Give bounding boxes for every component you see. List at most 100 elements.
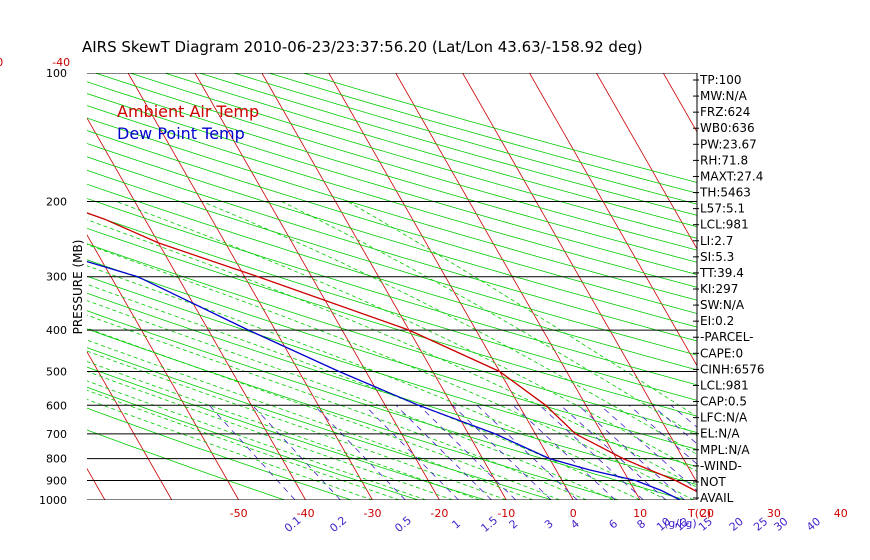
dry-adiabat	[87, 259, 697, 450]
mixing-ratio-label: 40	[804, 515, 823, 534]
mixing-ratio-label: 3	[542, 517, 556, 531]
stat-line: LCL:981	[700, 218, 749, 232]
dry-adiabat	[87, 366, 486, 500]
stat-line: -PARCEL-	[700, 330, 754, 344]
stat-line: EI:0.2	[700, 314, 734, 328]
stat-line: L57:5.1	[700, 202, 745, 216]
dry-adiabat	[87, 292, 697, 485]
mixing-ratio-line	[577, 404, 685, 500]
dry-adiabat	[87, 130, 697, 314]
mixing-ratio-unit: (g/kg)	[664, 517, 697, 530]
isotherm-line	[529, 73, 697, 367]
stat-line: CAPE:0	[700, 346, 743, 360]
bottom-temp-tick-label: -50	[230, 507, 248, 520]
pressure-tick-label: 300	[46, 271, 67, 284]
dry-adiabat	[87, 243, 697, 433]
bottom-temp-tick-label: -30	[364, 507, 382, 520]
dry-adiabat	[87, 93, 697, 276]
bottom-temp-tick-label: 10	[633, 507, 647, 520]
bottom-temp-tick-label: -10	[497, 507, 515, 520]
stat-line: AVAIL	[700, 491, 734, 505]
dry-adiabat	[87, 310, 687, 500]
dry-adiabat	[87, 156, 697, 342]
stat-line: NOT	[700, 475, 726, 489]
pressure-tick-label: 500	[46, 365, 67, 378]
top-temp-tick-label: -40	[52, 56, 70, 69]
pressure-tick-label: 100	[46, 67, 67, 80]
pressure-tick-label: 400	[46, 324, 67, 337]
moist-adiabat	[116, 201, 697, 472]
chart-title: AIRS SkewT Diagram 2010-06-23/23:37:56.2…	[82, 38, 643, 56]
stat-line: RH:71.8	[700, 153, 748, 167]
dry-adiabat	[87, 183, 697, 371]
pressure-tick-label: 900	[46, 474, 67, 487]
isotherm-line	[596, 73, 697, 250]
background-grid	[0, 73, 697, 500]
pressure-tick-label: 200	[46, 196, 67, 209]
mixing-ratio-line	[670, 404, 697, 428]
mixing-ratio-line	[208, 405, 296, 500]
bottom-temp-tick-label: -20	[430, 507, 448, 520]
stat-line: MPL:N/A	[700, 443, 750, 457]
mixing-ratio-label: 4	[568, 517, 582, 531]
pressure-tick-label: 600	[46, 399, 67, 412]
legend-dew-point-temp: Dew Point Temp	[117, 124, 245, 143]
mixing-ratio-label: 6	[606, 517, 620, 531]
dry-adiabat	[199, 73, 697, 216]
isotherm-line	[87, 351, 173, 500]
pressure-tick-label: 1000	[39, 494, 67, 507]
mixing-ratio-line	[452, 404, 552, 500]
moist-adiabat	[87, 244, 694, 500]
bottom-temp-tick-label: 30	[767, 507, 781, 520]
mixing-ratio-line	[395, 404, 492, 500]
stat-line: WB0:636	[700, 121, 755, 135]
mixing-ratio-line	[418, 404, 517, 500]
stat-line: TH:5463	[699, 186, 751, 200]
isotherm-line	[127, 73, 373, 500]
isotherm-line	[0, 73, 38, 500]
temperature-axis-unit: T(C)	[687, 507, 711, 520]
mixing-ratio-line	[651, 404, 697, 445]
pressure-tick-label: 800	[46, 453, 67, 466]
moist-adiabat	[347, 201, 697, 418]
isotherm-line	[462, 73, 697, 484]
dry-adiabat	[87, 275, 697, 468]
mixing-ratio-line	[539, 404, 644, 500]
dry-adiabat	[95, 73, 697, 251]
stat-line: TP:100	[699, 73, 742, 87]
dry-adiabat	[87, 143, 697, 328]
dry-adiabat	[87, 407, 352, 500]
isotherm-line	[328, 73, 574, 500]
bottom-temp-tick-label: 20	[700, 507, 714, 520]
dry-adiabat	[233, 73, 697, 205]
mixing-ratio-line	[599, 404, 697, 492]
dry-adiabat	[303, 73, 697, 183]
mixing-ratio-line	[476, 404, 578, 500]
moist-adiabat	[87, 361, 480, 500]
moist-adiabat	[87, 327, 560, 500]
stat-line: LI:2.7	[700, 234, 733, 248]
mixing-ratio-line	[313, 404, 406, 500]
mixing-ratio-label: 0.5	[392, 514, 414, 535]
dry-adiabat	[87, 212, 697, 401]
stat-line: LCL:981	[700, 378, 749, 392]
stat-line: MAXT:27.4	[700, 169, 763, 183]
stat-line: TT:39.4	[699, 266, 744, 280]
dry-adiabat	[87, 386, 419, 500]
bottom-temp-tick-label: -40	[297, 507, 315, 520]
mixing-ratio-label: 0.2	[327, 514, 349, 535]
isotherm-line	[261, 73, 507, 500]
isotherm-line	[395, 73, 641, 500]
dry-adiabat	[87, 117, 697, 301]
pressure-tick-label: 700	[46, 428, 67, 441]
moist-adiabat	[201, 201, 697, 455]
stat-line: PW:23.67	[700, 137, 757, 151]
dewpoint-profile	[87, 260, 681, 500]
y-axis-label: PRESSURE (MB)	[71, 240, 85, 335]
stat-line: EL:N/A	[700, 427, 740, 441]
dry-adiabat	[87, 81, 697, 263]
mixing-ratio-line	[364, 404, 459, 500]
mixing-ratio-line	[512, 404, 616, 500]
moist-adiabat	[281, 201, 697, 437]
